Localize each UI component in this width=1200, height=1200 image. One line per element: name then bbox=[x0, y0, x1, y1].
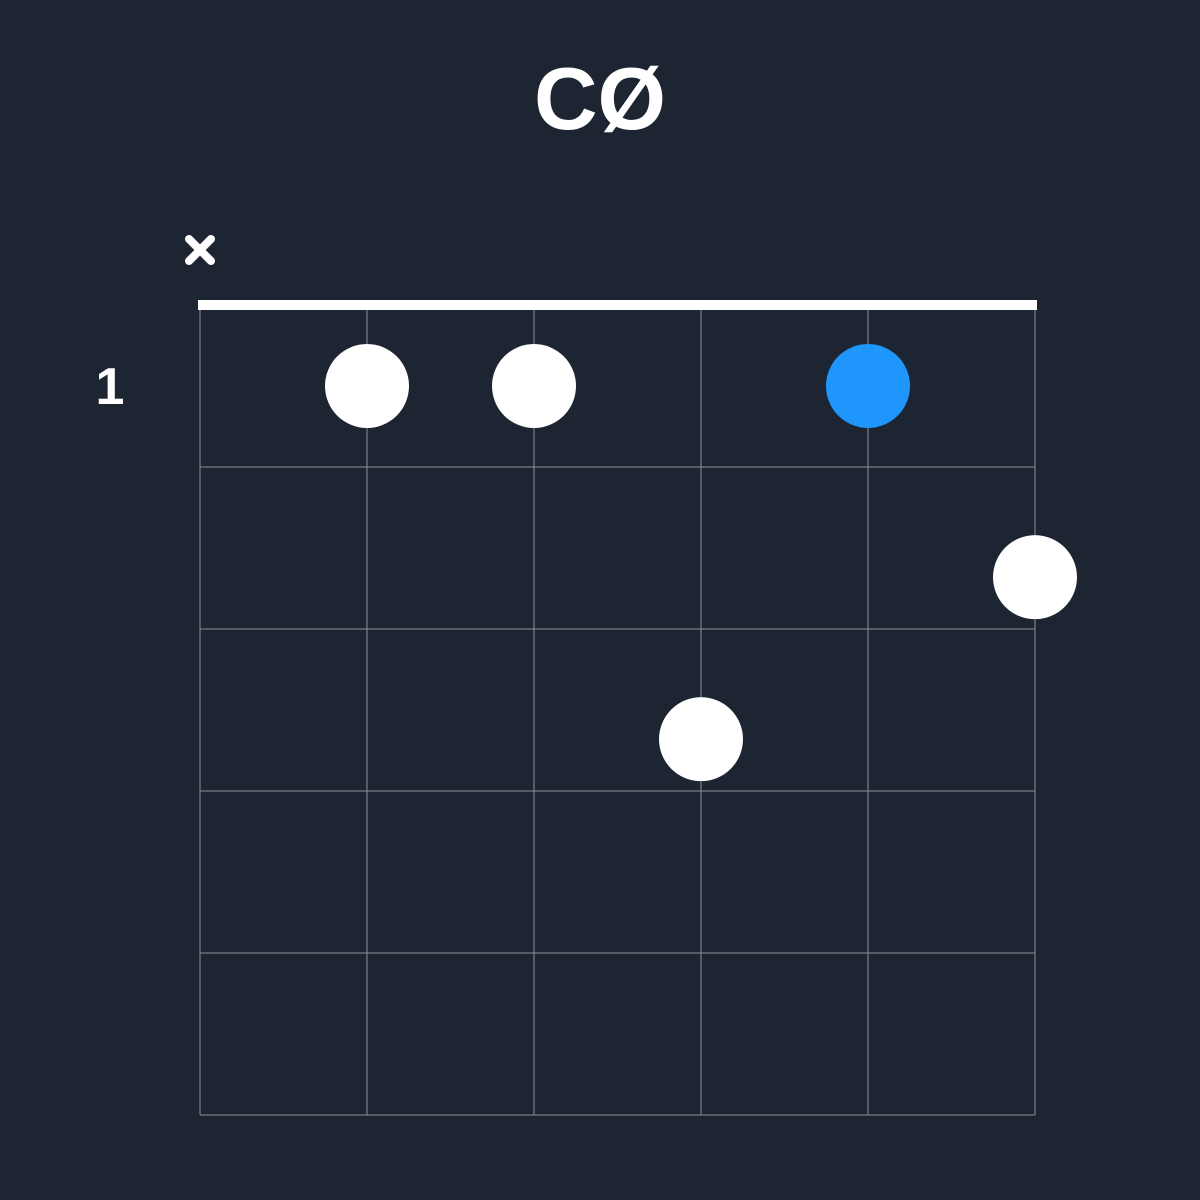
chord-diagram-container: CØ 1 bbox=[0, 0, 1200, 1200]
finger-dot bbox=[325, 344, 409, 428]
finger-dot bbox=[659, 697, 743, 781]
finger-dot bbox=[826, 344, 910, 428]
chord-diagram-svg: 1 bbox=[0, 0, 1200, 1200]
finger-dot bbox=[993, 535, 1077, 619]
fret-label: 1 bbox=[96, 358, 125, 416]
finger-dot bbox=[492, 344, 576, 428]
mute-mark bbox=[189, 239, 211, 261]
